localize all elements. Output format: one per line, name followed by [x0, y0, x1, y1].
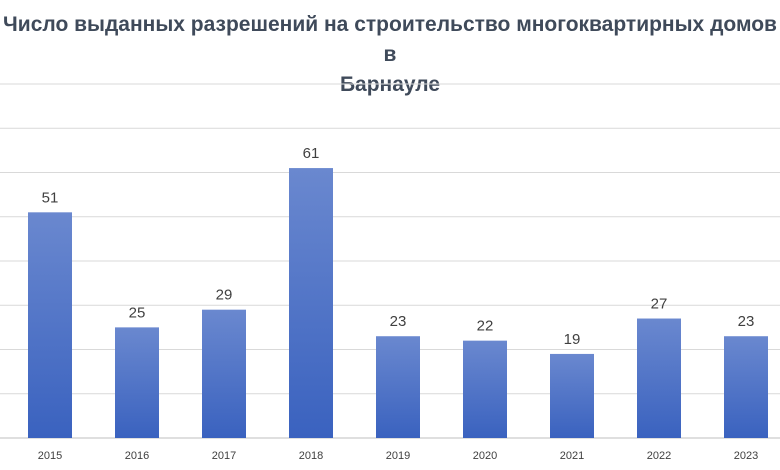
- bars: [28, 168, 768, 438]
- x-tick-label-2021: 2021: [560, 450, 584, 462]
- data-label-2022: 27: [651, 296, 668, 313]
- bar-2021: [550, 353, 594, 438]
- x-tick-label-2018: 2018: [299, 450, 323, 462]
- x-tick-label-2019: 2019: [386, 450, 410, 462]
- bar-2018: [289, 168, 333, 438]
- data-label-2023: 23: [738, 313, 755, 330]
- x-tick-label-2023: 2023: [734, 450, 758, 462]
- data-label-2018: 61: [303, 145, 320, 162]
- bar-2016: [115, 327, 159, 438]
- x-tick-label-2017: 2017: [212, 450, 236, 462]
- x-tick-label-2016: 2016: [125, 450, 149, 462]
- data-label-2020: 22: [477, 318, 494, 335]
- x-tick-label-2020: 2020: [473, 450, 497, 462]
- bar-2019: [376, 336, 420, 438]
- data-label-2016: 25: [129, 304, 146, 321]
- bar-2022: [637, 318, 681, 438]
- x-tick-label-2022: 2022: [647, 450, 671, 462]
- data-label-2019: 23: [390, 313, 407, 330]
- x-axis-ticks: 2015 2016 2017 2018 2019 2020 2021 2022 2023: [38, 450, 758, 462]
- data-label-2021: 19: [564, 331, 581, 348]
- data-label-2015: 51: [42, 189, 59, 206]
- bar-2023: [724, 336, 768, 438]
- data-label-2017: 29: [216, 287, 233, 304]
- bar-2017: [202, 309, 246, 438]
- x-tick-label-2015: 2015: [38, 450, 62, 462]
- bar-2015: [28, 212, 72, 438]
- data-labels: 51 25 29 61 23 22 19 27 23: [42, 145, 755, 348]
- bar-2020: [463, 340, 507, 438]
